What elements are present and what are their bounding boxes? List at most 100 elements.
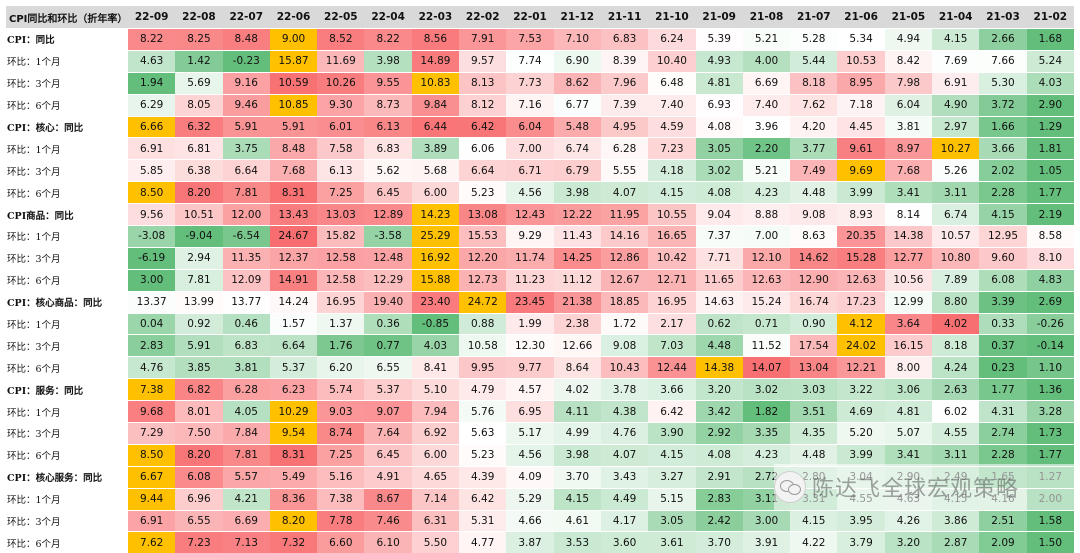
value-cell: 3.41 [885, 182, 932, 204]
value-cell: 1.66 [979, 116, 1026, 138]
value-cell: 9.77 [506, 357, 553, 379]
value-cell: 9.95 [459, 357, 506, 379]
value-cell: 0.33 [979, 313, 1026, 335]
value-cell: 10.42 [648, 247, 695, 269]
column-header: 22-08 [175, 6, 222, 29]
value-cell: 14.63 [696, 291, 743, 313]
value-cell: 9.04 [696, 204, 743, 226]
value-cell: 4.03 [1027, 72, 1074, 94]
value-cell: 5.31 [459, 510, 506, 532]
value-cell: 4.08 [696, 116, 743, 138]
value-cell: 14.24 [270, 291, 317, 313]
value-cell: 3.06 [885, 379, 932, 401]
value-cell: 4.94 [885, 29, 932, 51]
row-label: 环比：6个月 [6, 182, 128, 204]
value-cell: -0.14 [1027, 335, 1074, 357]
value-cell: 6.96 [175, 488, 222, 510]
value-cell: 4.48 [790, 444, 837, 466]
value-cell: 1.77 [1027, 182, 1074, 204]
value-cell: 3.05 [696, 138, 743, 160]
value-cell: 4.23 [743, 444, 790, 466]
value-cell: 6.04 [506, 116, 553, 138]
value-cell: 7.18 [837, 94, 884, 116]
value-cell: 8.67 [364, 488, 411, 510]
value-cell: 5.20 [837, 423, 884, 445]
value-cell: 12.09 [223, 269, 270, 291]
value-cell: 17.54 [790, 335, 837, 357]
column-header: 21-06 [837, 6, 884, 29]
value-cell: 3.98 [364, 50, 411, 72]
value-cell: 6.64 [270, 335, 317, 357]
value-cell: -0.85 [412, 313, 459, 335]
value-cell: 4.56 [506, 444, 553, 466]
value-cell: 23.40 [412, 291, 459, 313]
value-cell: 6.64 [223, 160, 270, 182]
value-cell: 12.44 [648, 357, 695, 379]
value-cell: 3.00 [128, 269, 175, 291]
column-header: 21-07 [790, 6, 837, 29]
value-cell: 8.01 [175, 401, 222, 423]
value-cell: 6.66 [128, 116, 175, 138]
value-cell: 7.23 [648, 138, 695, 160]
value-cell: 11.23 [506, 269, 553, 291]
column-header: 21-10 [648, 6, 695, 29]
value-cell: 13.99 [175, 291, 222, 313]
value-cell: 4.55 [932, 423, 979, 445]
value-cell: 7.14 [412, 488, 459, 510]
value-cell: 8.41 [412, 357, 459, 379]
value-cell: 6.83 [601, 29, 648, 51]
value-cell: 5.63 [459, 423, 506, 445]
value-cell: 2.72 [743, 466, 790, 488]
value-cell: 12.30 [506, 335, 553, 357]
column-header: 21-11 [601, 6, 648, 29]
value-cell: 13.04 [790, 357, 837, 379]
value-cell: 4.24 [932, 357, 979, 379]
value-cell: 8.20 [175, 444, 222, 466]
value-cell: 16.15 [885, 335, 932, 357]
value-cell: 4.55 [837, 488, 884, 510]
value-cell: 4.08 [696, 182, 743, 204]
value-cell: 4.90 [932, 94, 979, 116]
value-cell: 14.89 [412, 50, 459, 72]
value-cell: 12.21 [837, 357, 884, 379]
value-cell: 8.64 [554, 357, 601, 379]
value-cell: 8.80 [932, 291, 979, 313]
corner-label: CPI同比和环比（折年率） [6, 6, 128, 29]
value-cell: 3.31 [790, 488, 837, 510]
value-cell: 3.02 [696, 160, 743, 182]
value-cell: 4.35 [790, 423, 837, 445]
value-cell: 3.70 [554, 466, 601, 488]
value-cell: 10.40 [648, 50, 695, 72]
value-cell: 10.57 [932, 226, 979, 248]
value-cell: 8.18 [932, 335, 979, 357]
value-cell: 7.81 [223, 444, 270, 466]
value-cell: 2.69 [1027, 291, 1074, 313]
value-cell: 8.74 [317, 423, 364, 445]
value-cell: 8.25 [175, 29, 222, 51]
value-cell: 3.20 [885, 532, 932, 553]
value-cell: 7.13 [223, 532, 270, 553]
value-cell: 7.89 [932, 269, 979, 291]
value-cell: 4.99 [554, 423, 601, 445]
value-cell: 6.42 [459, 488, 506, 510]
value-cell: 2.17 [648, 313, 695, 335]
value-cell: 3.03 [790, 379, 837, 401]
value-cell: 10.43 [601, 357, 648, 379]
value-cell: 6.31 [412, 510, 459, 532]
value-cell: 5.16 [317, 466, 364, 488]
value-cell: 4.15 [979, 204, 1026, 226]
value-cell: 1.36 [1027, 379, 1074, 401]
value-cell: 0.37 [979, 335, 1026, 357]
value-cell: 2.87 [932, 532, 979, 553]
value-cell: 4.59 [648, 116, 695, 138]
value-cell: 3.42 [696, 401, 743, 423]
value-cell: 8.42 [885, 50, 932, 72]
value-cell: 3.61 [648, 532, 695, 553]
row-label: 环比：3个月 [6, 160, 128, 182]
value-cell: 6.55 [364, 357, 411, 379]
